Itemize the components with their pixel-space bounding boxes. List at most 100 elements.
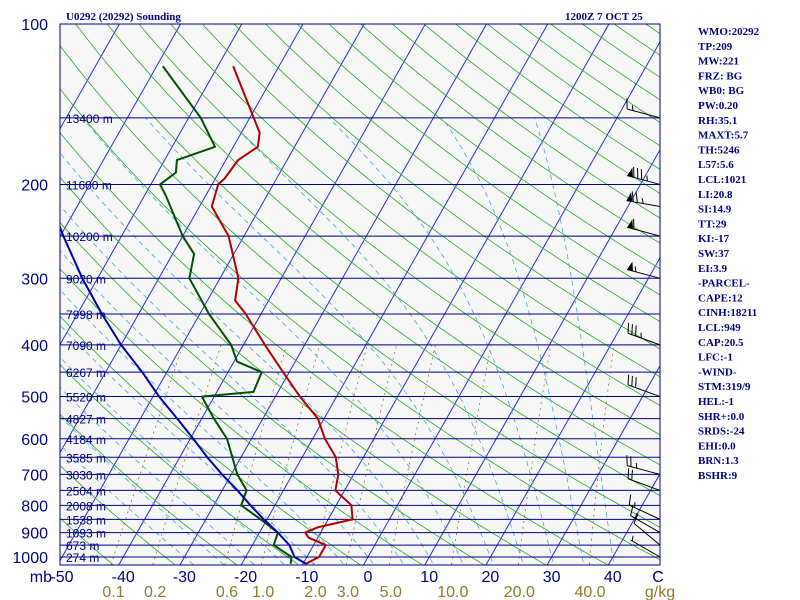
height-label: 2008 m bbox=[66, 499, 106, 513]
temperature-tick-label: -40 bbox=[112, 569, 135, 586]
barb-staff bbox=[627, 175, 661, 185]
dry-adiabat-line bbox=[233, 24, 660, 350]
moist-adiabat-line bbox=[145, 117, 494, 565]
pressure-unit-label: mb bbox=[30, 569, 52, 586]
moist-adiabat-line bbox=[60, 444, 195, 565]
index-item: SW:37 bbox=[698, 248, 730, 260]
temperature-tick-label: -30 bbox=[173, 569, 196, 586]
dry-adiabat-line bbox=[60, 45, 660, 528]
index-item: TP:209 bbox=[698, 41, 733, 53]
moist-adiabat-line bbox=[60, 249, 375, 565]
isotherm-line bbox=[60, 24, 304, 454]
barb-staff bbox=[633, 522, 661, 546]
moist-adiabat-line bbox=[60, 152, 435, 565]
barb-full bbox=[631, 469, 633, 481]
index-item: WMO:20292 bbox=[698, 26, 760, 38]
height-label: 6267 m bbox=[66, 366, 106, 380]
index-item: LFC:-1 bbox=[698, 352, 733, 364]
moist-adiabat-line bbox=[60, 324, 316, 565]
height-label: 4827 m bbox=[66, 413, 106, 427]
barb-flag bbox=[627, 167, 633, 178]
index-item: -WIND- bbox=[698, 366, 737, 378]
height-label: 3585 m bbox=[66, 451, 106, 465]
barb-full bbox=[630, 505, 634, 516]
index-item: -PARCEL- bbox=[698, 278, 750, 290]
mixing-ratio-tick-label: 2.0 bbox=[304, 584, 326, 600]
barb-staff bbox=[627, 384, 661, 398]
barb-half bbox=[631, 105, 634, 111]
profile-lines bbox=[60, 65, 354, 565]
index-item: L57:5.6 bbox=[698, 159, 734, 171]
dry-adiabat-line bbox=[106, 24, 660, 466]
moist-adiabat-line bbox=[441, 117, 585, 565]
mixing-ratio-tick-label: 40.0 bbox=[574, 584, 605, 600]
index-item: CINH:18211 bbox=[698, 307, 757, 319]
mixing-ratio-unit-label: g/kg bbox=[645, 584, 675, 600]
isotherm-line bbox=[0, 12, 65, 570]
barb-staff bbox=[630, 539, 661, 558]
isotherm-line bbox=[118, 24, 426, 565]
index-item: BSHR:9 bbox=[698, 470, 738, 482]
valid-time: 1200Z 7 OCT 25 bbox=[565, 11, 643, 23]
wind-barb bbox=[627, 374, 661, 398]
moist-adiabat-line bbox=[534, 117, 615, 565]
temperature-tick-label: 10 bbox=[420, 569, 438, 586]
barb-full bbox=[631, 324, 633, 335]
barb-half bbox=[635, 462, 638, 469]
isotherm-line bbox=[362, 40, 660, 565]
pressure-tick-label: 100 bbox=[21, 17, 48, 34]
height-label: 7090 m bbox=[66, 339, 106, 353]
mixing-ratio-tick-label: 20.0 bbox=[504, 584, 535, 600]
dry-adiabat-line bbox=[328, 24, 660, 270]
barb-full bbox=[635, 192, 638, 203]
barb-half bbox=[646, 175, 648, 182]
wind-barb bbox=[627, 261, 661, 279]
barb-full bbox=[635, 325, 637, 337]
isotherm-line bbox=[607, 472, 660, 565]
index-item: TT:29 bbox=[698, 218, 727, 230]
isotherm-line bbox=[240, 24, 549, 565]
wind-barb bbox=[628, 494, 661, 520]
height-label: 7998 m bbox=[66, 308, 106, 322]
barb-full bbox=[627, 322, 630, 334]
pressure-tick-label: 800 bbox=[21, 498, 48, 515]
barb-staff bbox=[627, 269, 661, 279]
height-label: 10200 m bbox=[66, 230, 113, 244]
dry-adiabat-line bbox=[0, 12, 58, 570]
moist-adiabat-line bbox=[82, 117, 465, 565]
index-item: BRN:1.3 bbox=[698, 455, 739, 467]
mixing-ratio-tick-label: 0.2 bbox=[144, 584, 166, 600]
mixing-ratio-line bbox=[152, 344, 222, 565]
isotherm-line bbox=[179, 24, 488, 565]
isotherm-line bbox=[424, 148, 660, 565]
index-item: RH:35.1 bbox=[698, 115, 737, 127]
barb-full bbox=[635, 377, 637, 388]
wind-barb bbox=[627, 468, 661, 491]
wind-barb bbox=[626, 98, 661, 119]
height-label: 2504 m bbox=[66, 484, 106, 498]
isotherm-line bbox=[0, 12, 4, 570]
temperature-tick-label: 20 bbox=[482, 569, 500, 586]
chart-title: U0292 (20292) Sounding bbox=[66, 11, 181, 23]
index-item: TH:5246 bbox=[698, 144, 740, 156]
wind-barb bbox=[626, 455, 661, 475]
parcel-profile-line bbox=[60, 224, 307, 565]
barb-half bbox=[634, 266, 637, 272]
moist-adiabat-line bbox=[328, 117, 555, 565]
dry-adiabat-line bbox=[75, 24, 660, 497]
moist-adiabat-line bbox=[60, 289, 346, 565]
temperature-profile-line bbox=[210, 65, 354, 565]
height-label: 1538 m bbox=[66, 513, 106, 527]
isotherm-line bbox=[546, 364, 660, 565]
wind-barb bbox=[627, 322, 661, 346]
mixing-ratio-tick-label: 0.1 bbox=[102, 584, 124, 600]
wind-barb bbox=[627, 218, 661, 237]
mixing-ratio-line bbox=[313, 344, 368, 565]
plot-border bbox=[59, 23, 661, 566]
dry-adiabat-line bbox=[360, 24, 660, 244]
index-item: KI:-17 bbox=[698, 233, 730, 245]
mixing-ratio-tick-label: 1.0 bbox=[252, 584, 274, 600]
wind-barb bbox=[630, 505, 661, 534]
wind-barb bbox=[627, 167, 661, 185]
barb-staff bbox=[627, 478, 661, 491]
